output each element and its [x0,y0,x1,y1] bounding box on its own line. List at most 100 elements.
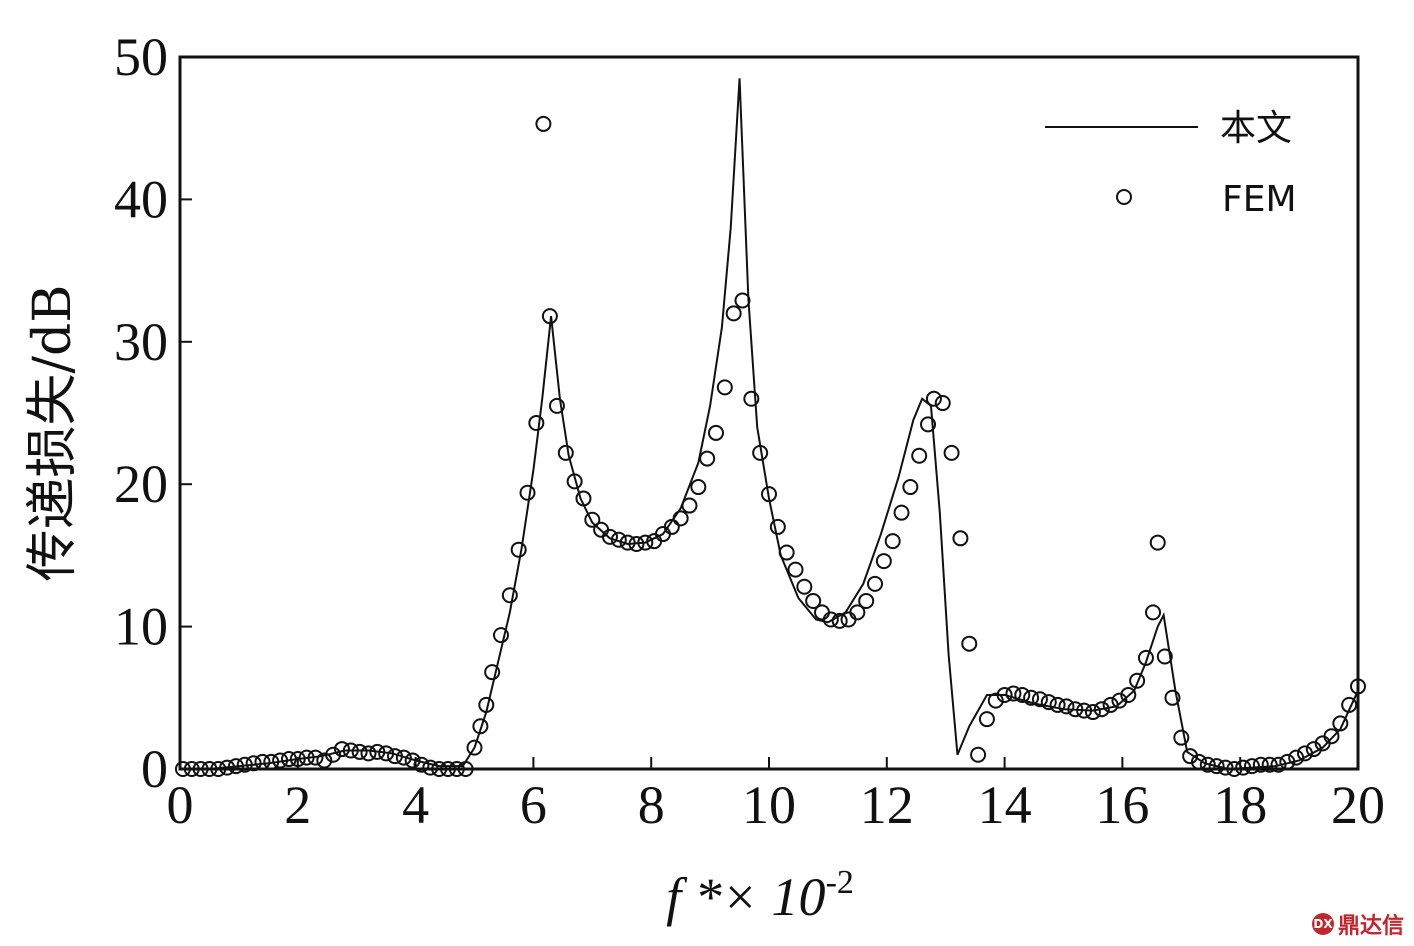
fem-data-point [867,575,884,592]
fem-data-point [272,752,289,769]
fem-data-point [1332,715,1349,732]
fem-data-point [528,414,545,431]
fem-data-point [1014,686,1031,703]
fem-data-point [831,612,848,629]
fem-data-point [716,379,733,396]
plot-frame [178,55,1360,771]
fem-data-point [840,611,857,628]
y-tick-label: 0 [141,739,168,799]
fem-data-point [1031,691,1048,708]
y-tick-label: 40 [114,169,168,229]
fem-data-point [1323,728,1340,745]
fem-data-point [796,578,813,595]
fem-data-point [395,749,412,766]
legend: 本文 FEM [1045,108,1297,220]
fem-data-point [566,473,583,490]
fem-data-point [1067,701,1084,718]
x-tick-label: 2 [284,775,311,835]
fem-data-point [1102,696,1119,713]
fem-data-point [761,486,777,503]
fem-data-point [734,292,751,309]
fem-data-point [1040,694,1057,711]
fem-data-point [1164,689,1181,706]
fem-data-point [934,395,951,412]
fem-data-point [778,544,795,561]
fem-data-point [510,541,527,558]
fem-data-point [280,751,297,768]
fem-data-point [535,115,552,132]
fem-data-point [752,444,769,461]
fem-data-point [769,518,786,535]
fem-data-point [493,627,510,644]
x-tick-label: 14 [978,775,1032,835]
fem-data-point [902,479,919,496]
fem-data-point [1005,685,1022,702]
fem-data-point [1252,756,1269,773]
fem-data-point [1149,534,1166,551]
fem-data-point [351,743,368,760]
fem-data-point [378,745,395,762]
fem-data-point [342,742,359,759]
fem-data-point [325,746,342,763]
x-tick-label: 16 [1095,775,1149,835]
y-tick-label: 30 [114,312,168,372]
y-tick-label: 10 [114,597,168,657]
fem-data-point [227,758,244,775]
fem-data-point [1208,758,1225,775]
fem-data-point [610,531,627,548]
plot-markers-layer [174,115,1366,777]
x-tick-label: 4 [402,775,429,835]
x-axis-label-main: f *× 10 [666,867,825,927]
fem-data-point [987,692,1004,709]
fem-data-point [970,746,987,763]
fem-data-point [1296,745,1313,762]
fem-data-point [884,533,901,550]
fem-data-point [548,397,565,414]
fem-data-point [1076,702,1093,719]
x-tick-label: 20 [1331,775,1385,835]
x-tick-label: 6 [520,775,547,835]
fem-data-point [743,390,760,407]
fem-data-point [893,504,910,521]
fem-data-point [501,587,518,604]
fem-data-point [601,528,618,545]
fem-data-point [1261,756,1278,773]
fem-data-point [1120,686,1137,703]
fem-data-point [307,749,324,766]
fem-data-point [1243,758,1260,775]
fem-data-point [541,308,558,325]
fem-data-point [519,484,536,501]
fem-data-point [961,635,978,652]
fem-data-point [484,664,501,681]
fem-data-point [369,743,386,760]
fem-data-point [943,444,960,461]
fem-data-point [1049,696,1066,713]
fem-data-point [236,756,253,773]
fem-data-point [637,534,654,551]
fem-data-point [413,756,430,773]
fem-data-point [1058,698,1075,715]
y-axis-ticks: 0 10 20 30 40 50 [114,27,192,799]
y-tick-label: 50 [114,27,168,87]
fem-data-point [978,711,995,728]
fem-data-point [333,741,350,758]
legend-line-label: 本文 [1220,108,1292,149]
x-axis-ticks: 0 2 4 6 8 10 12 14 16 18 20 [167,757,1385,835]
x-tick-label: 18 [1213,775,1267,835]
fem-data-point [725,305,742,322]
fem-data-point [1156,648,1173,665]
fem-data-point [787,561,804,578]
fem-data-point [672,510,689,527]
fem-data-point [1023,689,1040,706]
fem-data-point [925,390,942,407]
fem-data-point [1145,604,1162,621]
fem-data-point [386,748,403,765]
fem-data-point [1111,692,1128,709]
series-line-本文 [180,78,1359,771]
fem-data-point [805,592,822,609]
y-tick-label: 20 [114,454,168,514]
fem-data-point [681,497,698,514]
fem-data-point [1182,748,1199,765]
fem-data-point [557,444,574,461]
